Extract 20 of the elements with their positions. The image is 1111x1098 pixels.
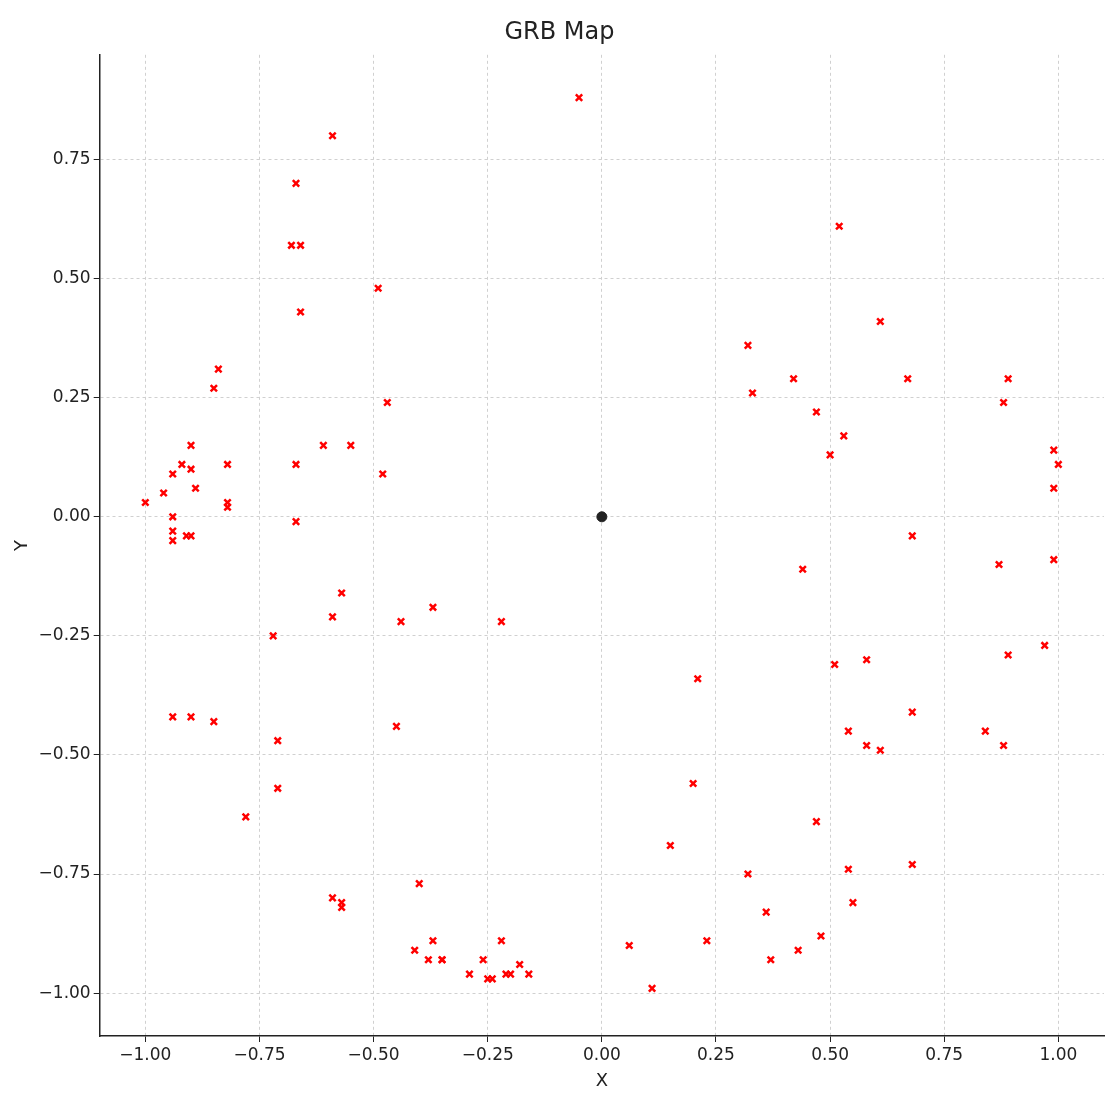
x-axis-title: X [595,1068,609,1090]
x-tick-label: −1.00 [119,1043,172,1064]
y-tick-label: −0.25 [38,624,91,645]
y-tick-label: 0.00 [52,505,91,526]
y-tick-label: −0.50 [38,743,91,764]
y-tick-label: −0.75 [38,862,91,883]
x-tick-label: −0.25 [461,1043,514,1064]
y-tick-label: 0.75 [52,148,91,169]
chart-title: GRB Map [504,16,615,45]
x-tick-label: −0.75 [233,1043,286,1064]
y-tick-label: 0.50 [52,267,91,288]
x-tick-label: 0.75 [925,1043,964,1064]
x-tick-label: −0.50 [347,1043,400,1064]
y-tick-label: 0.25 [52,386,91,407]
x-tick-label: 0.25 [697,1043,735,1064]
x-tick-label: 0.00 [582,1043,621,1064]
y-axis-title: Y [10,538,32,552]
x-tick-label: 1.00 [1039,1043,1078,1064]
y-tick-label: −1.00 [38,981,91,1002]
x-tick-label: 0.50 [811,1043,850,1064]
